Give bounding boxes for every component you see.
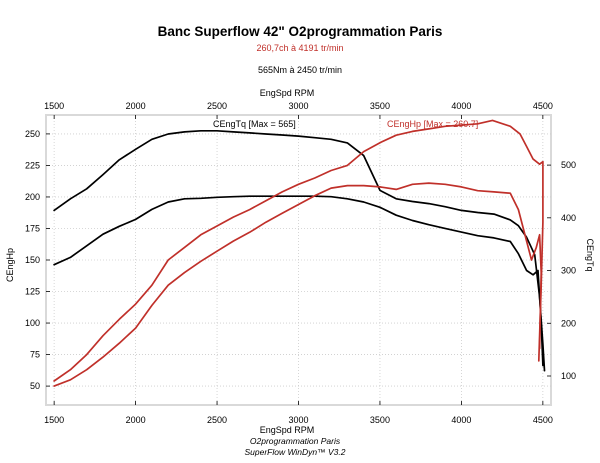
x-tick-label-top: 3500 bbox=[370, 101, 390, 111]
x-tick-label-top: 1500 bbox=[44, 101, 64, 111]
legend-power: CEngHp [Max = 260.7] bbox=[387, 119, 478, 129]
y-left-tick-label: 225 bbox=[25, 160, 40, 170]
footer-line1: O2programmation Paris bbox=[250, 436, 341, 446]
series-line-cenghp-3 bbox=[53, 119, 544, 382]
x-tick-label-top: 3000 bbox=[288, 101, 308, 111]
x-tick-label-bottom: 3000 bbox=[288, 415, 308, 425]
y-left-tick-label: 250 bbox=[25, 129, 40, 139]
y-right-tick-label: 500 bbox=[561, 160, 576, 170]
y-right-axis-label: CEngTq bbox=[585, 238, 595, 271]
y-left-tick-label: 100 bbox=[25, 318, 40, 328]
x-ticks-top: 1500 2000 2500 3000 3500 4000 4500 bbox=[44, 101, 553, 119]
series-line-cengtq-2 bbox=[53, 195, 544, 367]
x-tick-label-bottom: 1500 bbox=[44, 415, 64, 425]
power-subtitle: 260,7ch à 4191 tr/min bbox=[256, 43, 343, 53]
x-tick-label-top: 4500 bbox=[533, 101, 553, 111]
grid bbox=[46, 115, 551, 405]
y-left-tick-label: 75 bbox=[30, 350, 40, 360]
y-left-tick-label: 125 bbox=[25, 287, 40, 297]
y-right-tick-label: 200 bbox=[561, 318, 576, 328]
y-left-ticks: 50 75 100 125 150 175 200 225 250 bbox=[25, 129, 50, 391]
y-left-axis-label: CEngHp bbox=[5, 248, 15, 282]
x-tick-label-bottom: 2000 bbox=[126, 415, 146, 425]
y-left-tick-label: 50 bbox=[30, 381, 40, 391]
y-right-tick-label: 300 bbox=[561, 266, 576, 276]
x-tick-label-bottom: 4500 bbox=[533, 415, 553, 425]
y-right-ticks: 100 200 300 400 500 bbox=[547, 160, 576, 381]
x-tick-label-top: 2500 bbox=[207, 101, 227, 111]
y-right-tick-label: 400 bbox=[561, 213, 576, 223]
y-left-tick-label: 150 bbox=[25, 255, 40, 265]
x-axis-label-bottom: EngSpd RPM bbox=[260, 425, 315, 435]
x-tick-label-bottom: 3500 bbox=[370, 415, 390, 425]
x-tick-label-top: 2000 bbox=[126, 101, 146, 111]
y-left-tick-label: 175 bbox=[25, 223, 40, 233]
x-axis-label-top: EngSpd RPM bbox=[260, 88, 315, 98]
y-left-tick-label: 200 bbox=[25, 192, 40, 202]
series-line-cengtq-1 bbox=[53, 129, 546, 372]
x-tick-label-top: 4000 bbox=[451, 101, 471, 111]
chart-title: Banc Superflow 42" O2programmation Paris bbox=[158, 24, 443, 39]
legend-torque: CEngTq [Max = 565] bbox=[213, 119, 296, 129]
series-group bbox=[53, 119, 546, 387]
x-tick-label-bottom: 2500 bbox=[207, 415, 227, 425]
series-line-cenghp-4 bbox=[53, 182, 543, 387]
x-tick-label-bottom: 4000 bbox=[451, 415, 471, 425]
torque-subtitle: 565Nm à 2450 tr/min bbox=[258, 65, 342, 75]
footer-line2: SuperFlow WinDyn™ V3.2 bbox=[244, 447, 345, 457]
x-ticks-bottom: 1500 2000 2500 3000 3500 4000 4500 bbox=[44, 401, 553, 425]
y-right-tick-label: 100 bbox=[561, 371, 576, 381]
